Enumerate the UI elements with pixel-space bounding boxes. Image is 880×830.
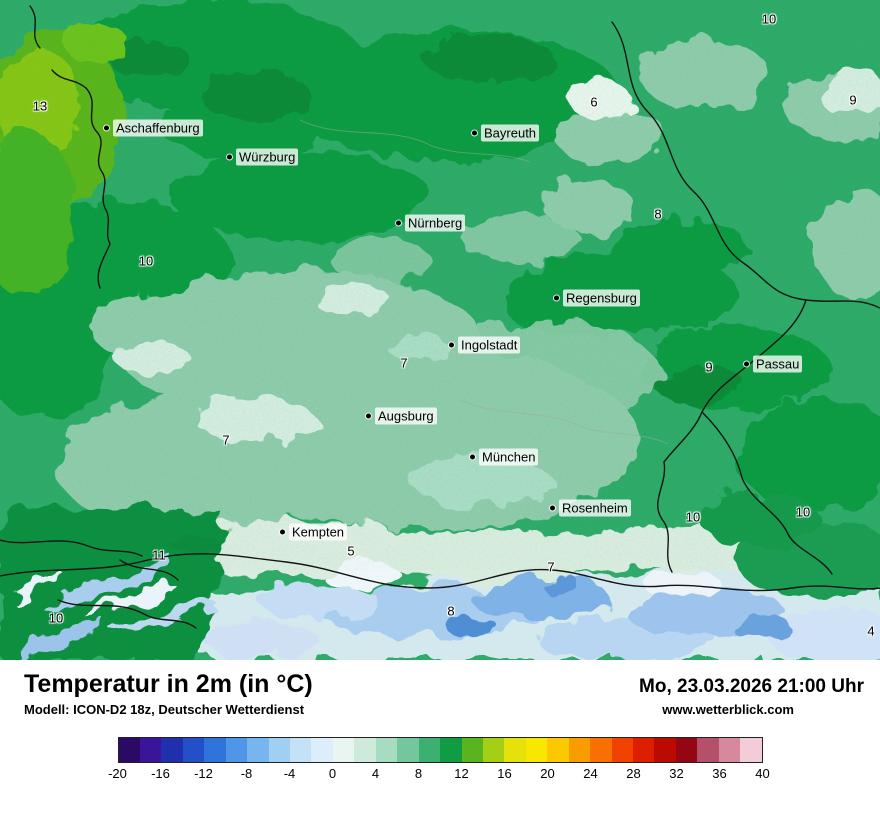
colorbar-gradient [117, 737, 763, 763]
colorbar-tick-label: -12 [194, 766, 213, 781]
colorbar-segment [118, 738, 140, 762]
colorbar-segment [633, 738, 655, 762]
footer-meta-row: Modell: ICON-D2 18z, Deutscher Wetterdie… [0, 699, 880, 717]
colorbar-segment [225, 738, 248, 762]
model-info: Modell: ICON-D2 18z, Deutscher Wetterdie… [24, 702, 305, 717]
colorbar-tick-label: 16 [497, 766, 512, 781]
colorbar-segment [182, 738, 205, 762]
weather-map: Aschaffenburg Würzburg Bayreuth Nürnberg Reg… [0, 0, 880, 660]
colorbar-tick-label: 24 [583, 766, 598, 781]
raster-noise-light [0, 0, 880, 660]
colorbar-tick-label: 40 [755, 766, 770, 781]
temperature-field-map [0, 0, 880, 660]
colorbar-segment [611, 738, 633, 762]
colorbar-segment [718, 738, 741, 762]
colorbar-tick-label: -8 [240, 766, 253, 781]
colorbar-tick-label: 28 [626, 766, 641, 781]
colorbar-tick-label: 32 [669, 766, 684, 781]
map-title: Temperatur in 2m (in °C) [24, 670, 313, 698]
colorbar-segment [354, 738, 376, 762]
colorbar-tick-label: 8 [414, 766, 423, 781]
colorbar: -20 -16 -12 -8 -4 0 4 8 12 16 20 24 28 32 36 40 [108, 737, 770, 784]
colorbar-segment [204, 738, 226, 762]
colorbar-segment [675, 738, 698, 762]
colorbar-segment [482, 738, 505, 762]
colorbar-segment [547, 738, 569, 762]
forecast-datetime: Mo, 23.03.2026 21:00 Uhr [639, 676, 864, 697]
colorbar-segment [654, 738, 676, 762]
colorbar-tick-label: 0 [328, 766, 337, 781]
website-url: www.wetterblick.com [662, 702, 794, 717]
colorbar-segment [440, 738, 462, 762]
colorbar-tick-label: -4 [283, 766, 296, 781]
colorbar-segment [375, 738, 398, 762]
colorbar-segment [397, 738, 419, 762]
river-lines [299, 119, 669, 445]
colorbar-segment [311, 738, 333, 762]
colorbar-segment [332, 738, 355, 762]
colorbar-segment [418, 738, 441, 762]
footer-title-row: Temperatur in 2m (in °C) Mo, 23.03.2026 … [0, 670, 880, 699]
colorbar-segment [568, 738, 591, 762]
colorbar-segment [504, 738, 526, 762]
border-lines [0, 5, 880, 629]
colorbar-segment [525, 738, 548, 762]
colorbar-tick-label: 20 [540, 766, 555, 781]
colorbar-segment [268, 738, 290, 762]
colorbar-segment [740, 738, 762, 762]
colorbar-tick-label: 4 [371, 766, 380, 781]
colorbar-tick-label: 36 [712, 766, 727, 781]
colorbar-segment [290, 738, 312, 762]
colorbar-tick-label: -20 [108, 766, 127, 781]
footer-panel: Temperatur in 2m (in °C) Mo, 23.03.2026 … [0, 660, 880, 830]
colorbar-tick-label: 12 [454, 766, 469, 781]
colorbar-segment [590, 738, 612, 762]
colorbar-segment [461, 738, 483, 762]
colorbar-tick-label: -16 [151, 766, 170, 781]
colorbar-segment [247, 738, 269, 762]
colorbar-segment [139, 738, 162, 762]
colorbar-segment [161, 738, 183, 762]
colorbar-segment [697, 738, 719, 762]
colorbar-ticks: -20 -16 -12 -8 -4 0 4 8 12 16 20 24 28 32 36 40 [108, 766, 770, 784]
